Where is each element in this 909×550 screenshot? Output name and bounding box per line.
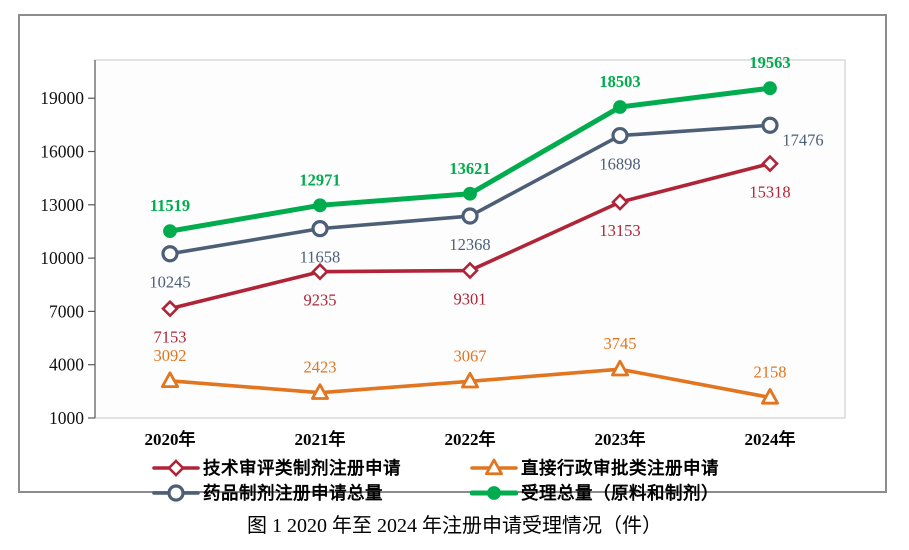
data-point-marker — [761, 154, 779, 173]
x-axis-tick-label: 2021年 — [295, 429, 346, 449]
x-axis-tick-label: 2024年 — [745, 429, 796, 449]
data-point-marker — [461, 261, 479, 280]
x-axis-tick-label: 2022年 — [445, 429, 496, 449]
data-point-marker — [461, 207, 479, 225]
data-point-marker — [161, 299, 179, 318]
data-point-marker — [761, 116, 779, 134]
data-point-marker — [485, 458, 503, 475]
data-label: 12368 — [449, 235, 490, 254]
legend-label: 受理总量（原料和制剂） — [521, 483, 719, 503]
data-label: 7153 — [154, 328, 187, 347]
data-label: 12971 — [299, 170, 340, 189]
data-label: 2423 — [304, 358, 337, 377]
data-point-marker — [611, 126, 629, 145]
data-point-marker — [311, 220, 329, 238]
data-point-marker — [611, 359, 629, 377]
data-point-marker — [163, 224, 177, 239]
data-point-marker — [311, 262, 329, 281]
data-label: 11519 — [150, 196, 190, 215]
data-label: 3067 — [454, 346, 487, 365]
legend-item-2: 药品制剂注册申请总量 — [152, 480, 470, 505]
data-point-marker — [167, 458, 185, 477]
data-point-marker — [461, 371, 479, 389]
x-axis-tick-label: 2023年 — [595, 429, 646, 449]
chart-legend: 技术审评类制剂注册申请 直接行政审批类注册申请药品制剂注册申请总量 受理总量（原料和… — [152, 455, 806, 505]
data-point-marker — [311, 383, 329, 400]
data-label: 13153 — [599, 221, 640, 240]
y-axis-tick-label: 16000 — [40, 141, 84, 161]
line-chart: 1000 4000 7000 10000 13000 16000 19000 2020年 202… — [40, 53, 846, 449]
data-label: 9301 — [454, 290, 487, 309]
data-point-marker — [167, 483, 185, 502]
y-axis-tick-label: 7000 — [49, 301, 84, 321]
legend-marker-icon — [152, 458, 200, 477]
legend-marker-icon — [470, 485, 518, 500]
data-point-marker — [313, 198, 327, 213]
data-label: 16898 — [599, 155, 640, 174]
data-label: 11658 — [300, 248, 341, 267]
data-label: 3745 — [604, 334, 637, 353]
legend-marker-icon — [470, 458, 518, 475]
data-label: 15318 — [749, 183, 790, 202]
legend-item-3: 受理总量（原料和制剂） — [470, 480, 806, 505]
legend-item-1: 直接行政审批类注册申请 — [470, 455, 806, 480]
legend-marker-icon — [152, 483, 200, 502]
y-axis-tick-label: 1000 — [49, 408, 84, 428]
legend-label: 药品制剂注册申请总量 — [203, 483, 383, 503]
figure-caption: 图 1 2020 年至 2024 年注册申请受理情况（件） — [247, 515, 662, 537]
y-axis-tick-label: 4000 — [49, 355, 84, 375]
data-point-marker — [761, 388, 779, 405]
data-point-marker — [763, 81, 777, 96]
plot-area — [94, 59, 846, 419]
x-axis-tick-label: 2020年 — [145, 429, 196, 449]
data-label: 19563 — [749, 53, 790, 72]
data-point-marker — [487, 485, 501, 500]
data-label: 10245 — [149, 273, 190, 292]
legend-item-0: 技术审评类制剂注册申请 — [152, 455, 470, 480]
y-axis-tick-label: 19000 — [40, 88, 84, 108]
data-label: 13621 — [449, 159, 490, 178]
data-label: 18503 — [599, 72, 640, 91]
y-axis-tick-label: 10000 — [40, 248, 84, 268]
data-point-marker — [161, 371, 179, 388]
data-label: 17476 — [782, 130, 823, 149]
data-point-marker — [611, 193, 629, 211]
legend-label: 直接行政审批类注册申请 — [521, 458, 719, 478]
data-label: 2158 — [754, 362, 787, 381]
legend-label: 技术审评类制剂注册申请 — [203, 458, 401, 478]
data-point-marker — [161, 245, 179, 263]
data-point-marker — [463, 186, 477, 201]
data-label: 3092 — [154, 346, 187, 365]
y-axis-tick-label: 13000 — [40, 195, 84, 215]
data-point-marker — [613, 100, 627, 114]
data-label: 9235 — [304, 291, 337, 310]
